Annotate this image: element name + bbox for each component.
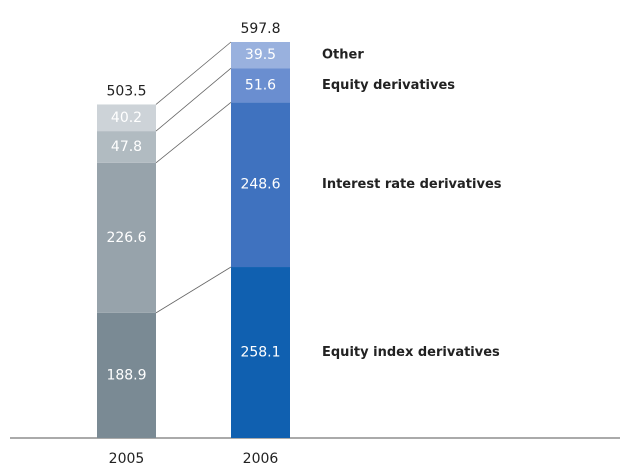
connector xyxy=(155,67,232,132)
segment-label: 188.9 xyxy=(106,367,146,383)
connector xyxy=(155,266,232,314)
segment-label: 226.6 xyxy=(106,230,146,246)
bar-segment xyxy=(231,68,290,103)
bar-segment xyxy=(231,102,290,268)
total-label: 597.8 xyxy=(240,21,280,37)
segment-label: 248.6 xyxy=(240,177,280,193)
bar-segment xyxy=(97,131,156,163)
legend-label: Equity derivatives xyxy=(322,78,455,93)
legend-label: Equity index derivatives xyxy=(322,345,500,360)
segment-label: 39.5 xyxy=(245,47,276,63)
x-tick-label: 2005 xyxy=(109,451,145,467)
segment-label: 47.8 xyxy=(111,139,142,155)
bar-segment xyxy=(97,104,156,132)
bar-segment xyxy=(97,162,156,313)
segment-label: 40.2 xyxy=(111,110,142,126)
x-tick-label: 2006 xyxy=(243,451,279,467)
bar-segment xyxy=(97,312,156,438)
bar-segment xyxy=(231,42,290,69)
legend-label: Other xyxy=(322,48,364,63)
bar-segment xyxy=(231,267,290,438)
segment-label: 51.6 xyxy=(245,77,276,93)
segment-label: 258.1 xyxy=(240,345,280,361)
connector xyxy=(155,102,232,164)
legend-label: Interest rate derivatives xyxy=(322,177,502,192)
total-label: 503.5 xyxy=(106,83,146,99)
connector xyxy=(155,41,232,105)
